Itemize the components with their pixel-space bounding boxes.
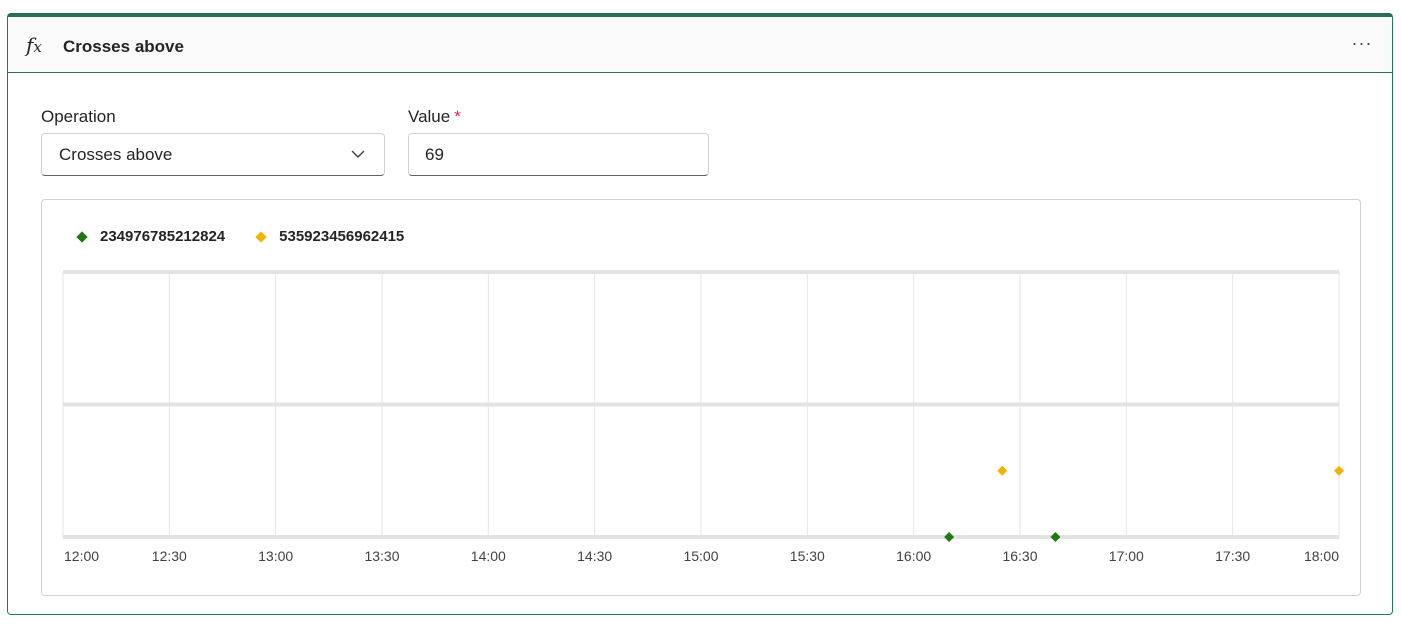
x-tick-label: 14:30 (577, 548, 612, 564)
x-tick-label: 17:00 (1109, 548, 1144, 564)
data-point-marker (1050, 532, 1061, 542)
required-indicator: * (454, 107, 461, 126)
x-tick-label: 15:00 (683, 548, 718, 564)
x-tick-label: 12:00 (64, 548, 99, 564)
legend-item-series-1[interactable]: 234976785212824 (76, 228, 226, 245)
x-tick-label: 12:30 (152, 548, 187, 564)
value-label: Value * (408, 107, 461, 127)
operation-selected-value: Crosses above (59, 145, 173, 164)
value-label-text: Value (408, 107, 451, 126)
data-point-marker (1334, 465, 1344, 476)
card-header: fx Crosses above ··· (8, 17, 1392, 73)
function-icon: fx (26, 33, 42, 57)
x-tick-label: 18:00 (1304, 548, 1339, 564)
value-input[interactable] (408, 133, 709, 176)
more-options-button[interactable]: ··· (1351, 33, 1373, 53)
x-tick-label: 16:30 (1002, 548, 1037, 564)
x-tick-label: 17:30 (1215, 548, 1250, 564)
x-tick-label: 13:30 (364, 548, 399, 564)
legend-label: 234976785212824 (100, 228, 226, 245)
legend-item-series-2[interactable]: 535923456962415 (255, 228, 405, 245)
x-tick-label: 13:00 (258, 548, 293, 564)
card-title: Crosses above (63, 37, 184, 56)
x-tick-label: 14:00 (471, 548, 506, 564)
chart-legend: 234976785212824 535923456962415 (76, 228, 436, 245)
operation-dropdown[interactable]: Crosses above (41, 133, 385, 176)
x-tick-label: 15:30 (790, 548, 825, 564)
rule-card: fx Crosses above ··· Operation Crosses a… (7, 13, 1393, 615)
operation-label: Operation (41, 107, 116, 127)
scatter-plot: 12:00 12:30 13:00 13:30 14:00 14:30 15:00 15:30… (62, 270, 1344, 564)
operation-label-text: Operation (41, 107, 116, 126)
x-tick-label: 16:00 (896, 548, 931, 564)
chevron-down-icon (351, 150, 365, 158)
data-point-marker (997, 465, 1008, 476)
chart-panel: 234976785212824 535923456962415 12:00 12:… (41, 199, 1361, 596)
data-point-marker (944, 532, 955, 542)
legend-label: 535923456962415 (279, 228, 405, 245)
